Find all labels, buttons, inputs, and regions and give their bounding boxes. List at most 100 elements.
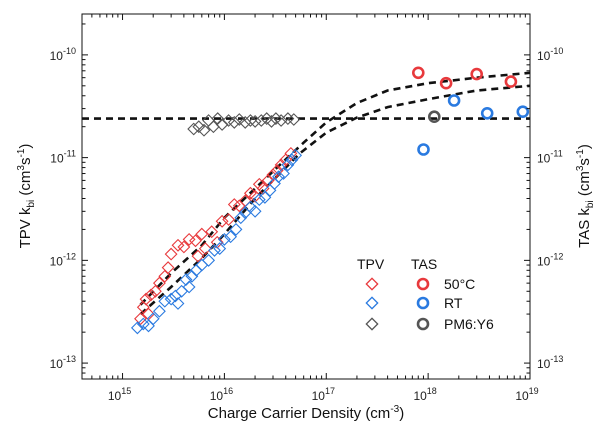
point-tpv-1-27 xyxy=(272,170,285,184)
x-axis-title: Charge Carrier Density (cm-3) xyxy=(208,404,404,422)
y-left-tick-label-0: 10-13 xyxy=(50,354,76,371)
point-tpv-0-7 xyxy=(164,247,178,261)
point-tpv-0-0 xyxy=(134,312,147,326)
point-tpv-1-29 xyxy=(281,158,295,172)
x-tick-label-1: 1016 xyxy=(210,386,233,403)
point-tpv-2-19 xyxy=(287,113,301,126)
x-axis-title-sup: -3 xyxy=(390,404,399,415)
y-right-tick-label-2-exp: -11 xyxy=(550,149,562,159)
legend-tas-rt-marker xyxy=(416,296,430,310)
point-tas-4-3 xyxy=(516,105,530,118)
y-left-title-sub: bi xyxy=(26,200,37,208)
y-right-tick-label-2: 10-11 xyxy=(537,149,563,166)
y-right-title-sup2: -1 xyxy=(575,149,586,158)
legend: TPV TAS 50°C RT PM6:Y6 xyxy=(357,256,494,332)
legend-tpv-pm6y6-marker xyxy=(365,317,379,331)
point-tpv-2-2 xyxy=(197,123,211,137)
y-right-title-mid: (cm xyxy=(576,171,593,200)
point-tpv-0-4 xyxy=(148,284,162,298)
point-tpv-1-0 xyxy=(130,321,144,335)
y-left-tick-label-0-exp: -13 xyxy=(63,354,76,364)
point-tpv-2-10 xyxy=(238,115,252,129)
point-tpv-0-33 xyxy=(191,249,205,263)
point-tpv-0-8 xyxy=(171,238,185,252)
x-tick-label-3: 1018 xyxy=(413,386,436,403)
y-left-tick-label-0-base: 10 xyxy=(50,357,64,371)
legend-tas-pm6y6-marker xyxy=(416,317,430,331)
x-axis-title-text: Charge Carrier Density (cm xyxy=(208,405,391,422)
y-right-tick-label-0-base: 10 xyxy=(537,357,551,371)
y-left-tick-label-3-exp: -10 xyxy=(63,46,76,56)
point-tas-4-2 xyxy=(480,107,494,120)
point-tas-3-0 xyxy=(411,66,425,80)
y-left-tick-label-1-exp: -12 xyxy=(63,251,76,261)
x-tick-label-4-exp: 19 xyxy=(529,386,539,396)
y-left-tick-label-2: 10-11 xyxy=(50,149,76,166)
y-left-title-sup2: -1 xyxy=(16,148,27,157)
point-tpv-2-1 xyxy=(192,120,206,134)
y-right-tick-label-2-base: 10 xyxy=(537,152,551,166)
point-tpv-2-9 xyxy=(232,113,246,126)
point-tpv-1-15 xyxy=(213,242,227,256)
point-tpv-1-10 xyxy=(185,269,199,283)
point-tas-3-3 xyxy=(504,75,518,88)
x-tick-label-3-exp: 18 xyxy=(427,386,437,396)
tick-labels: 1015 1016 1017 1018 101910-1310-1210-1110-10… xyxy=(50,46,564,403)
point-tpv-1-8 xyxy=(175,284,189,298)
point-tpv-0-9 xyxy=(177,240,191,254)
point-tas-5-0 xyxy=(427,110,441,123)
point-tpv-1-21 xyxy=(243,200,257,214)
point-tpv-0-25 xyxy=(261,173,275,187)
point-tpv-1-31 xyxy=(289,148,303,162)
point-tpv-1-22 xyxy=(248,204,262,218)
point-tpv-1-9 xyxy=(179,273,193,287)
point-tpv-2-0 xyxy=(187,122,201,136)
point-tpv-2-15 xyxy=(265,114,278,128)
point-tpv-0-3 xyxy=(144,288,158,302)
plot-frame xyxy=(81,13,531,380)
point-tpv-2-7 xyxy=(222,114,236,127)
point-tpv-0-21 xyxy=(243,186,257,200)
x-tick-label-2-exp: 17 xyxy=(325,386,335,396)
x-tick-label-4-base: 10 xyxy=(515,389,529,403)
point-tpv-0-13 xyxy=(198,242,212,256)
x-tick-label-2-base: 10 xyxy=(312,389,326,403)
y-right-title-sub: bi xyxy=(585,200,596,208)
axis-ticks xyxy=(81,14,531,380)
point-tpv-0-23 xyxy=(252,177,266,191)
y-left-title-mid: (cm xyxy=(17,171,34,200)
point-tas-4-0 xyxy=(417,143,430,156)
point-tpv-1-17 xyxy=(224,230,238,244)
point-tpv-1-18 xyxy=(229,222,243,236)
legend-row-rt: RT xyxy=(365,295,463,311)
point-tpv-1-3 xyxy=(146,312,160,326)
legend-label-rt: RT xyxy=(444,295,463,311)
point-tpv-2-14 xyxy=(260,112,274,126)
x-axis-title-tail: ) xyxy=(399,405,404,422)
x-tick-label-2: 1017 xyxy=(312,386,335,403)
legend-row-pm6y6: PM6:Y6 xyxy=(365,316,494,332)
x-tick-label-1-exp: 16 xyxy=(223,386,233,396)
x-tick-label-1-base: 10 xyxy=(210,389,224,403)
point-tas-3-1 xyxy=(439,76,453,90)
data-points xyxy=(130,66,530,335)
x-tick-label-0-exp: 15 xyxy=(121,386,131,396)
point-tpv-2-6 xyxy=(215,118,229,131)
point-tpv-1-28 xyxy=(277,167,290,180)
point-tpv-1-2 xyxy=(142,319,155,333)
point-tpv-1-23 xyxy=(252,193,266,207)
legend-label-pm6y6: PM6:Y6 xyxy=(444,316,494,332)
legend-tas-50c-marker xyxy=(416,277,430,291)
point-tpv-0-17 xyxy=(222,213,236,226)
point-tpv-1-5 xyxy=(158,294,172,308)
fit-line-2 xyxy=(139,71,531,306)
y-left-tick-label-2-base: 10 xyxy=(50,152,64,166)
y-right-title-pre: TAS k xyxy=(576,208,593,248)
legend-tpv-rt-marker xyxy=(365,296,379,310)
legend-label-50c: 50°C xyxy=(444,276,475,292)
point-tpv-1-33 xyxy=(182,280,196,294)
point-tpv-1-19 xyxy=(234,211,248,225)
y-left-tick-label-3-base: 10 xyxy=(50,49,64,63)
point-tpv-0-2 xyxy=(139,292,153,306)
